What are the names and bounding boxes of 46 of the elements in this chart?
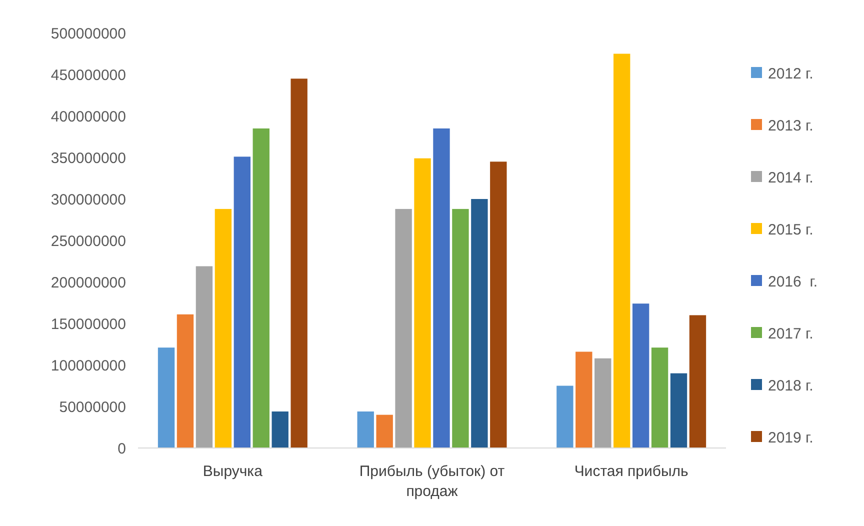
- bar: [414, 158, 431, 448]
- y-tick-label: 0: [118, 440, 126, 458]
- bar: [290, 78, 308, 448]
- bar: [689, 315, 706, 448]
- bar: [158, 348, 175, 448]
- bar: [357, 411, 374, 448]
- bar: [670, 373, 688, 448]
- y-tick-label: 450000000: [50, 66, 126, 84]
- y-tick-label: 400000000: [50, 108, 126, 126]
- x-tick-label: Выручка: [202, 463, 264, 480]
- legend-label: 2013 г.: [768, 117, 814, 134]
- bar: [452, 208, 469, 448]
- bar: [214, 208, 232, 448]
- y-tick-label: 250000000: [50, 232, 126, 250]
- bar: [651, 348, 668, 448]
- y-tick-label: 350000000: [50, 150, 126, 167]
- bar: [272, 411, 288, 448]
- bar: [471, 199, 488, 448]
- legend-label: 2017 г.: [768, 325, 814, 342]
- bar: [234, 156, 251, 448]
- bar: [395, 208, 412, 448]
- bar: [632, 304, 650, 448]
- y-tick-label: 150000000: [50, 316, 126, 333]
- legend-label: 2012 г.: [768, 65, 814, 82]
- bar: [490, 162, 507, 448]
- legend-label: 2019 г.: [768, 429, 814, 446]
- x-tick-label: Чистая прибыль: [574, 463, 688, 480]
- x-tick-label: Прибыль (убыток) от продаж: [359, 463, 505, 500]
- y-tick-label: 300000000: [50, 191, 126, 208]
- bar: [576, 352, 592, 448]
- bar: [594, 358, 612, 448]
- y-tick-label: 50000000: [59, 398, 126, 416]
- bar: [196, 266, 213, 448]
- y-tick-label: 500000000: [50, 25, 126, 42]
- legend-label: 2015 г.: [768, 221, 814, 238]
- bar: [252, 128, 270, 448]
- legend-label: 2018 г.: [768, 377, 814, 394]
- y-tick-label: 100000000: [50, 357, 126, 374]
- legend-label: 2016 г.: [768, 273, 818, 290]
- bar: [556, 386, 574, 448]
- bar: [376, 414, 393, 448]
- bar: [176, 314, 194, 448]
- legend-label: 2014 г.: [768, 169, 814, 186]
- bar: [613, 54, 630, 448]
- bar: [433, 128, 450, 448]
- y-tick-label: 200000000: [50, 274, 126, 292]
